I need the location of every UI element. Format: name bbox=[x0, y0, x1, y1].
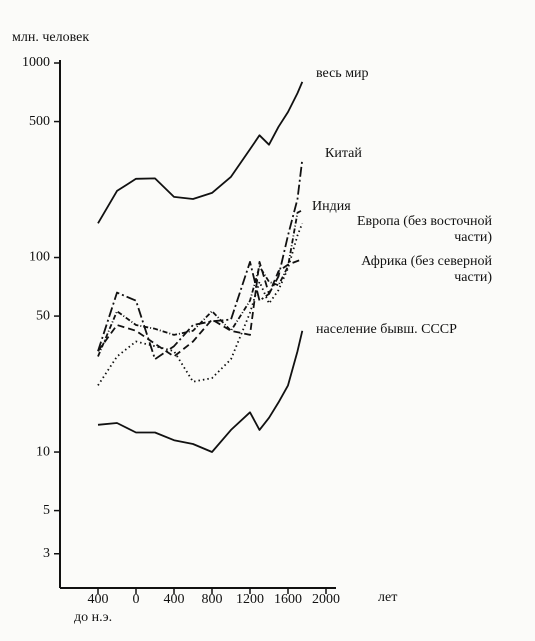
y-tick-label: 100 bbox=[29, 250, 50, 265]
x-note: до н.э. bbox=[74, 610, 112, 625]
y-tick-label: 5 bbox=[43, 503, 50, 518]
y-tick-label: 10 bbox=[36, 444, 50, 459]
x-axis-label: лет bbox=[378, 590, 397, 605]
y-tick-label: 1000 bbox=[22, 55, 50, 70]
x-tick-label: 800 bbox=[202, 592, 223, 607]
series-line bbox=[97, 258, 303, 358]
series-label: Африка (без северной части) bbox=[361, 254, 492, 285]
y-tick-label: 500 bbox=[29, 114, 50, 129]
y-tick-label: 50 bbox=[36, 308, 50, 323]
series-label: Европа (без восточной части) bbox=[356, 214, 492, 245]
series-label: Китай bbox=[325, 146, 362, 161]
x-tick-label: 400 bbox=[88, 592, 109, 607]
series-line bbox=[97, 81, 304, 224]
series-line bbox=[97, 222, 304, 386]
series-label: население бывш. СССР bbox=[316, 322, 457, 337]
x-tick-label: 2000 bbox=[312, 592, 340, 607]
series-label: Индия bbox=[312, 199, 351, 214]
x-tick-label: 0 bbox=[133, 592, 140, 607]
x-tick-label: 1600 bbox=[274, 592, 302, 607]
y-axis-label: млн. человек bbox=[12, 30, 89, 45]
x-tick-label: 400 bbox=[164, 592, 185, 607]
series-label: весь мир bbox=[316, 66, 369, 81]
x-tick-label: 1200 bbox=[236, 592, 264, 607]
series-line bbox=[97, 330, 304, 453]
y-tick-label: 3 bbox=[43, 546, 50, 561]
